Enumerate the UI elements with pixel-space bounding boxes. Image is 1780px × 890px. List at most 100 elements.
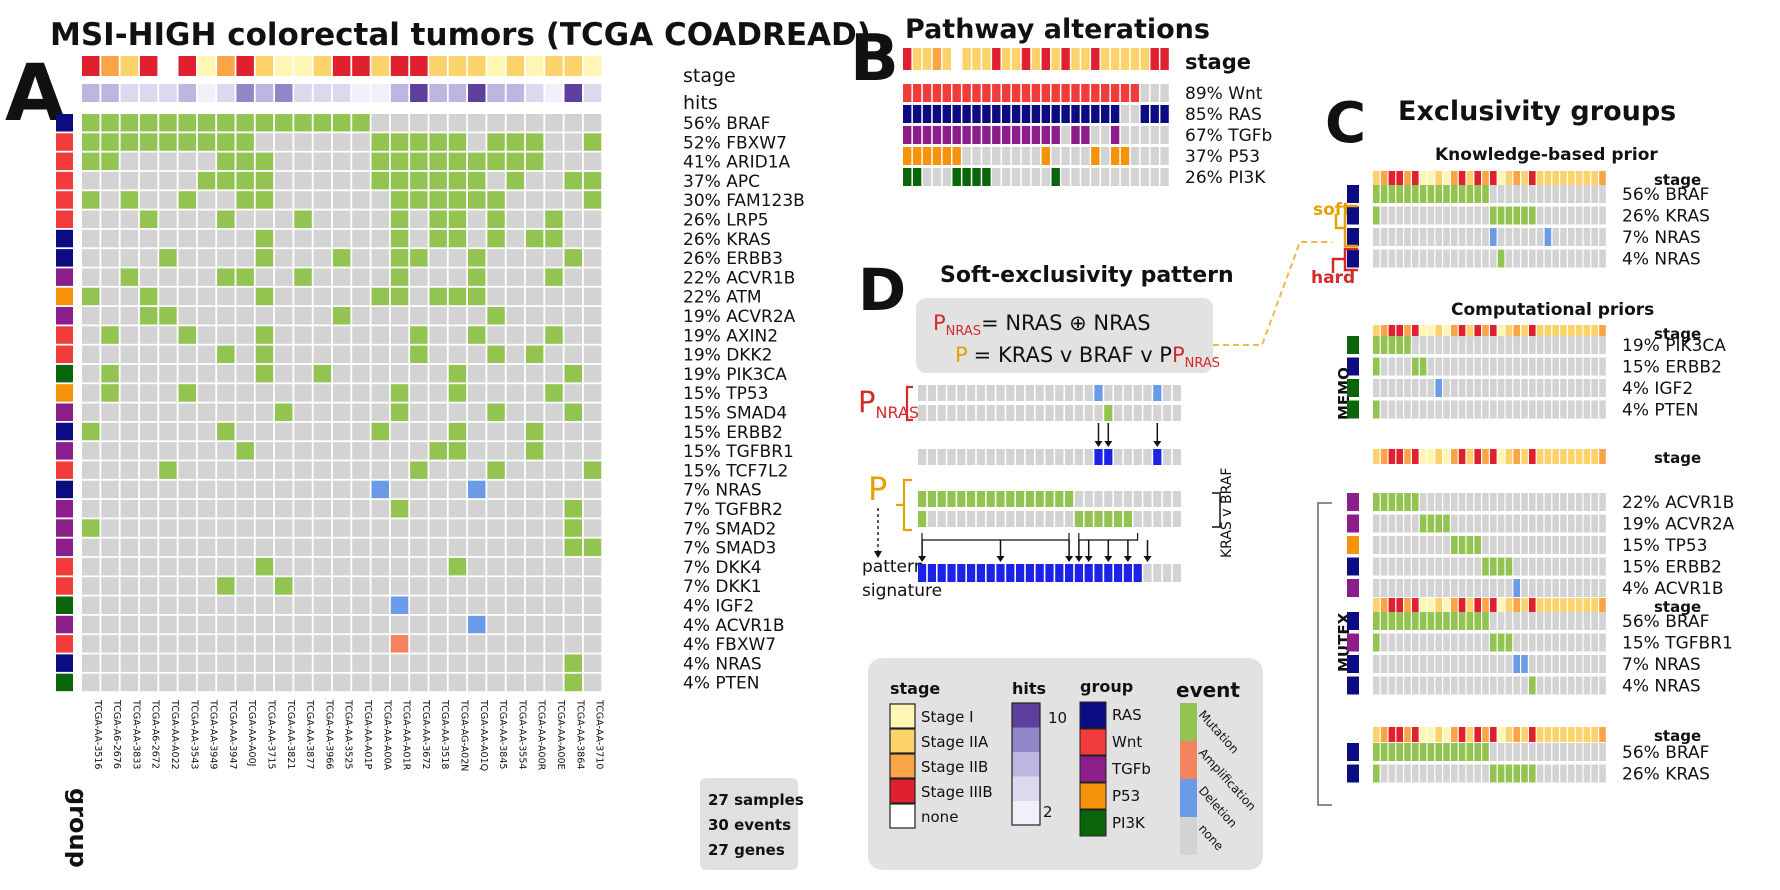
- matrix-cell: [1505, 633, 1513, 652]
- matrix-cell: [159, 442, 177, 460]
- matrix-cell: [1388, 228, 1396, 246]
- stage-cell: [1388, 449, 1396, 464]
- matrix-cell: [352, 654, 370, 672]
- stage-cell: [1466, 449, 1474, 464]
- matrix-cell: [525, 210, 544, 228]
- matrix-cell: [410, 461, 428, 479]
- group-cell: [1347, 249, 1359, 268]
- matrix-cell: [487, 152, 505, 171]
- matrix-cell: [120, 114, 139, 132]
- matrix-cell: [120, 422, 139, 441]
- sample-label: TCGA-A6-2676: [111, 699, 122, 769]
- matrix-cell: [217, 229, 235, 248]
- matrix-cell: [1583, 557, 1591, 576]
- matrix-cell: [1466, 633, 1474, 652]
- pathway-cell: [972, 168, 981, 186]
- matrix-cell: [1490, 379, 1497, 397]
- pathway-cell: [1120, 84, 1130, 102]
- pathway-cell: [1091, 147, 1100, 165]
- stage-cell: [1458, 171, 1466, 186]
- matrix-cell: [506, 268, 525, 286]
- matrix-cell: [101, 364, 119, 383]
- matrix-cell: [1443, 676, 1450, 695]
- stage-cell: [1513, 325, 1520, 340]
- matrix-cell: [506, 673, 525, 692]
- matrix-cell: [371, 654, 389, 672]
- group-cell: [56, 152, 73, 171]
- pathway-cell: [1091, 84, 1100, 102]
- group-cell: [1347, 206, 1359, 225]
- matrix-cell: [1388, 612, 1396, 630]
- matrix-cell: [448, 152, 467, 171]
- matrix-cell: [410, 210, 428, 228]
- matrix-cell: [1474, 493, 1481, 511]
- matrix-cell: [82, 384, 100, 402]
- matrix-cell: [1396, 557, 1403, 576]
- matrix-cell: [120, 654, 139, 672]
- matrix-cell: [1544, 379, 1552, 397]
- pattern-cell: [918, 405, 927, 421]
- pathway-cell: [903, 84, 912, 102]
- pattern-cell: [1035, 564, 1044, 582]
- matrix-cell: [1497, 228, 1505, 246]
- matrix-cell: [255, 307, 274, 325]
- matrix-cell: [294, 364, 312, 383]
- matrix-cell: [236, 307, 254, 325]
- matrix-cell: [1396, 228, 1403, 246]
- matrix-cell: [197, 422, 216, 441]
- matrix-cell: [1451, 655, 1458, 673]
- matrix-cell: [545, 114, 563, 132]
- pathway-cell: [962, 84, 971, 102]
- matrix-cell: [1552, 336, 1559, 354]
- matrix-cell: [390, 249, 409, 267]
- matrix-cell: [255, 152, 274, 171]
- stage-cell: [972, 48, 981, 70]
- hits-cell: [275, 84, 293, 102]
- matrix-cell: [139, 229, 158, 248]
- matrix-cell: [1373, 357, 1380, 376]
- stage-cell: [1575, 449, 1583, 464]
- pathway-label: 67% TGFb: [1185, 126, 1272, 146]
- pattern-cell: [918, 449, 927, 465]
- stage-cell: [1388, 598, 1396, 613]
- pattern-cell: [947, 491, 956, 507]
- matrix-cell: [410, 538, 428, 557]
- matrix-cell: [217, 114, 235, 132]
- group-cell: [56, 114, 73, 132]
- matrix-cell: [1380, 514, 1388, 533]
- matrix-cell: [178, 229, 196, 248]
- pathway-cell: [1061, 126, 1070, 144]
- matrix-cell: [468, 615, 486, 634]
- pattern-cell: [1074, 405, 1083, 421]
- matrix-cell: [82, 500, 100, 518]
- matrix-cell: [159, 461, 177, 479]
- matrix-cell: [564, 229, 582, 248]
- hits-cell: [101, 84, 119, 102]
- matrix-cell: [390, 673, 409, 692]
- matrix-cell: [1482, 655, 1489, 673]
- matrix-cell: [1599, 185, 1606, 203]
- stage-cell: [1591, 598, 1598, 613]
- matrix-cell: [1568, 536, 1575, 554]
- hard-bracket: [1331, 247, 1358, 273]
- matrix-cell: [1552, 579, 1559, 597]
- matrix-cell: [410, 287, 428, 306]
- pattern-cell: [957, 405, 966, 421]
- pathway-cell: [1110, 84, 1120, 102]
- matrix-cell: [1552, 655, 1559, 673]
- matrix-cell: [236, 210, 254, 228]
- legend-stage-label: Stage IIA: [921, 733, 989, 751]
- pathway-cell: [1002, 168, 1011, 186]
- matrix-cell: [255, 210, 274, 228]
- pattern-cell: [976, 491, 985, 507]
- matrix-cell: [583, 403, 602, 421]
- gene-label: 7% NRAS: [1622, 655, 1701, 675]
- matrix-cell: [82, 442, 100, 460]
- pattern-cell: [1065, 564, 1074, 582]
- pattern-cell: [937, 511, 946, 527]
- matrix-cell: [506, 133, 525, 151]
- stage-cell: [1419, 171, 1427, 186]
- matrix-cell: [1529, 633, 1536, 652]
- pathway-cell: [982, 147, 991, 165]
- matrix-cell: [545, 403, 563, 421]
